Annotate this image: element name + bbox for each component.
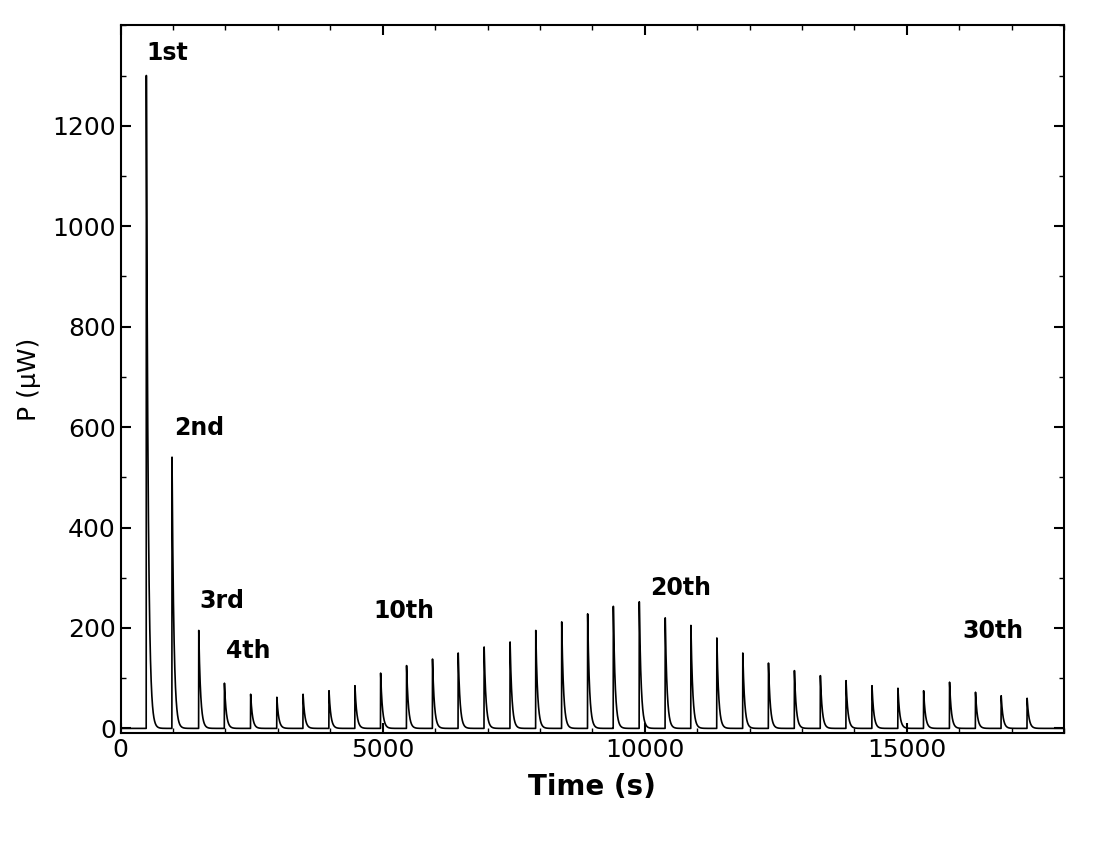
Text: 20th: 20th [651, 577, 711, 600]
Text: 3rd: 3rd [200, 589, 245, 613]
Text: 1st: 1st [146, 41, 188, 66]
Text: 2nd: 2nd [174, 416, 224, 439]
Y-axis label: P (μW): P (μW) [18, 338, 41, 421]
Text: 30th: 30th [962, 619, 1024, 643]
Text: 4th: 4th [226, 639, 271, 663]
X-axis label: Time (s): Time (s) [529, 773, 656, 802]
Text: 10th: 10th [374, 599, 434, 623]
